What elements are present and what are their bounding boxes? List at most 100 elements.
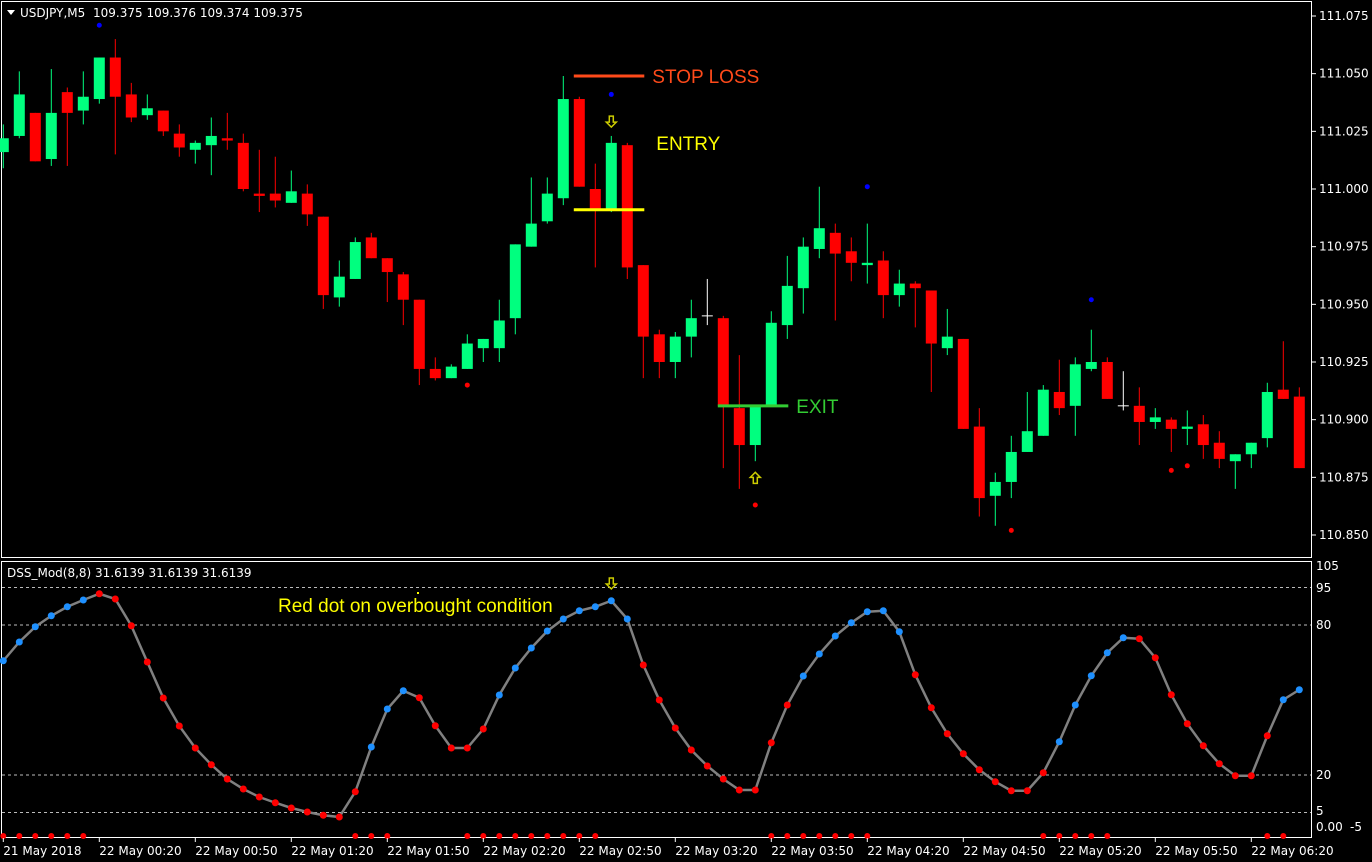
candle-body [141,108,153,116]
dss-rising-dot [831,632,839,640]
dss-falling-dot [143,658,151,666]
dss-rising-dot [0,657,7,665]
price-axis-label: 111.075 [1319,9,1369,23]
dss-rising-dot [63,603,71,611]
candle-body [685,318,697,337]
fractal-down-dot [752,502,758,508]
dss-line [2,592,1300,819]
price-axis-label: 110.975 [1319,240,1369,254]
dss-rising-dot [607,597,615,605]
candle-body [1277,389,1289,399]
level-label-stop-loss: STOP LOSS [652,67,759,88]
dss-falling-dot [255,793,263,801]
time-axis-label: 22 May 04:20 [867,844,949,858]
dss-signal-dot [48,833,55,839]
dss-rising-dot [1071,701,1079,709]
dss-falling-dot [95,590,103,598]
candle-body [317,216,329,296]
dss-signal-dot [80,833,87,839]
dss-signal-dot [64,833,71,839]
fractal-up-dot [864,184,870,190]
candle-body [941,336,953,349]
dss-falling-dot [751,786,759,794]
indicator-axis-label: -5 [1350,820,1362,834]
dss-falling-dot [719,775,727,783]
indicator-title: DSS_Mod(8,8) 31.6139 31.6139 31.6139 [7,566,252,580]
fractal-down-dot [464,382,470,388]
dss-rising-dot [559,615,567,623]
dss-signal-dot [480,833,487,839]
time-axis-label: 22 May 03:50 [771,844,853,858]
candle-body [781,285,793,326]
dss-signal-dot [1072,833,1079,839]
time-axis-label: 22 May 02:50 [579,844,661,858]
dss-falling-dot [1007,787,1015,795]
dss-rising-dot [895,628,903,636]
dss-falling-dot [943,730,951,738]
dss-falling-dot [975,766,983,774]
candle-body [877,260,889,296]
candle-body [669,336,681,362]
candle-body [1229,454,1241,462]
time-axis-label: 22 May 02:20 [483,844,565,858]
dss-signal-dot [464,833,471,839]
candle-body [493,320,505,349]
candle-body [1069,364,1081,406]
price-axis-label: 110.925 [1319,355,1369,369]
candle-body [829,232,841,254]
time-axis-label: 22 May 00:50 [195,844,277,858]
fractal-down-dot [1168,467,1174,473]
dss-signal-dot [1280,833,1287,839]
symbol-label: USDJPY,M5 [20,6,85,20]
candle-body [717,318,729,406]
candle-body [1037,389,1049,436]
dss-rising-dot [623,615,631,623]
fractal-up-dot [1088,297,1094,303]
dss-signal-dot [832,833,839,839]
price-axis-label: 110.875 [1319,470,1369,484]
candle-body [525,223,537,247]
dss-signal-dot [1056,833,1063,839]
candle-body [621,145,633,268]
indicator-axis-label: 5 [1316,804,1324,818]
dss-falling-dot [1023,787,1031,795]
candle-body [1021,431,1033,452]
candle-body [189,142,201,150]
dss-rising-dot [495,691,503,699]
dss-rising-dot [543,627,551,635]
candle-body [589,189,601,210]
time-axis-label: 22 May 03:20 [675,844,757,858]
dss-falling-dot [127,622,135,630]
candle-body [909,283,921,289]
dss-signal-dot [368,833,375,839]
dss-rising-dot [79,596,87,604]
dss-signal-dot [768,833,775,839]
candle-body [541,193,553,222]
dss-falling-dot [223,775,231,783]
candle-body [269,193,281,201]
dss-falling-dot [175,722,183,730]
dss-signal-dot [1264,833,1271,839]
dss-falling-dot [639,661,647,669]
dss-falling-dot [287,804,295,812]
candle-body [733,408,745,446]
dss-falling-dot [1215,760,1223,768]
dropdown-triangle-icon[interactable] [7,10,15,15]
dss-signal-dot [800,833,807,839]
dss-signal-dot [864,833,871,839]
candle-body [845,251,857,263]
candle-body [93,57,105,100]
ohlc-readout: 109.375 109.376 109.374 109.375 [93,6,303,20]
candle-body [333,276,345,298]
candle-body [797,246,809,289]
dss-falling-dot [671,724,679,732]
dss-signal-dot [384,833,391,839]
dss-signal-dot [0,833,7,839]
candle-body [13,94,25,136]
candle-body [61,92,73,113]
dss-rising-dot [879,607,887,615]
candle-body [957,338,969,429]
fractal-up-dot [96,22,102,28]
indicator-axis-label: 20 [1316,768,1331,782]
